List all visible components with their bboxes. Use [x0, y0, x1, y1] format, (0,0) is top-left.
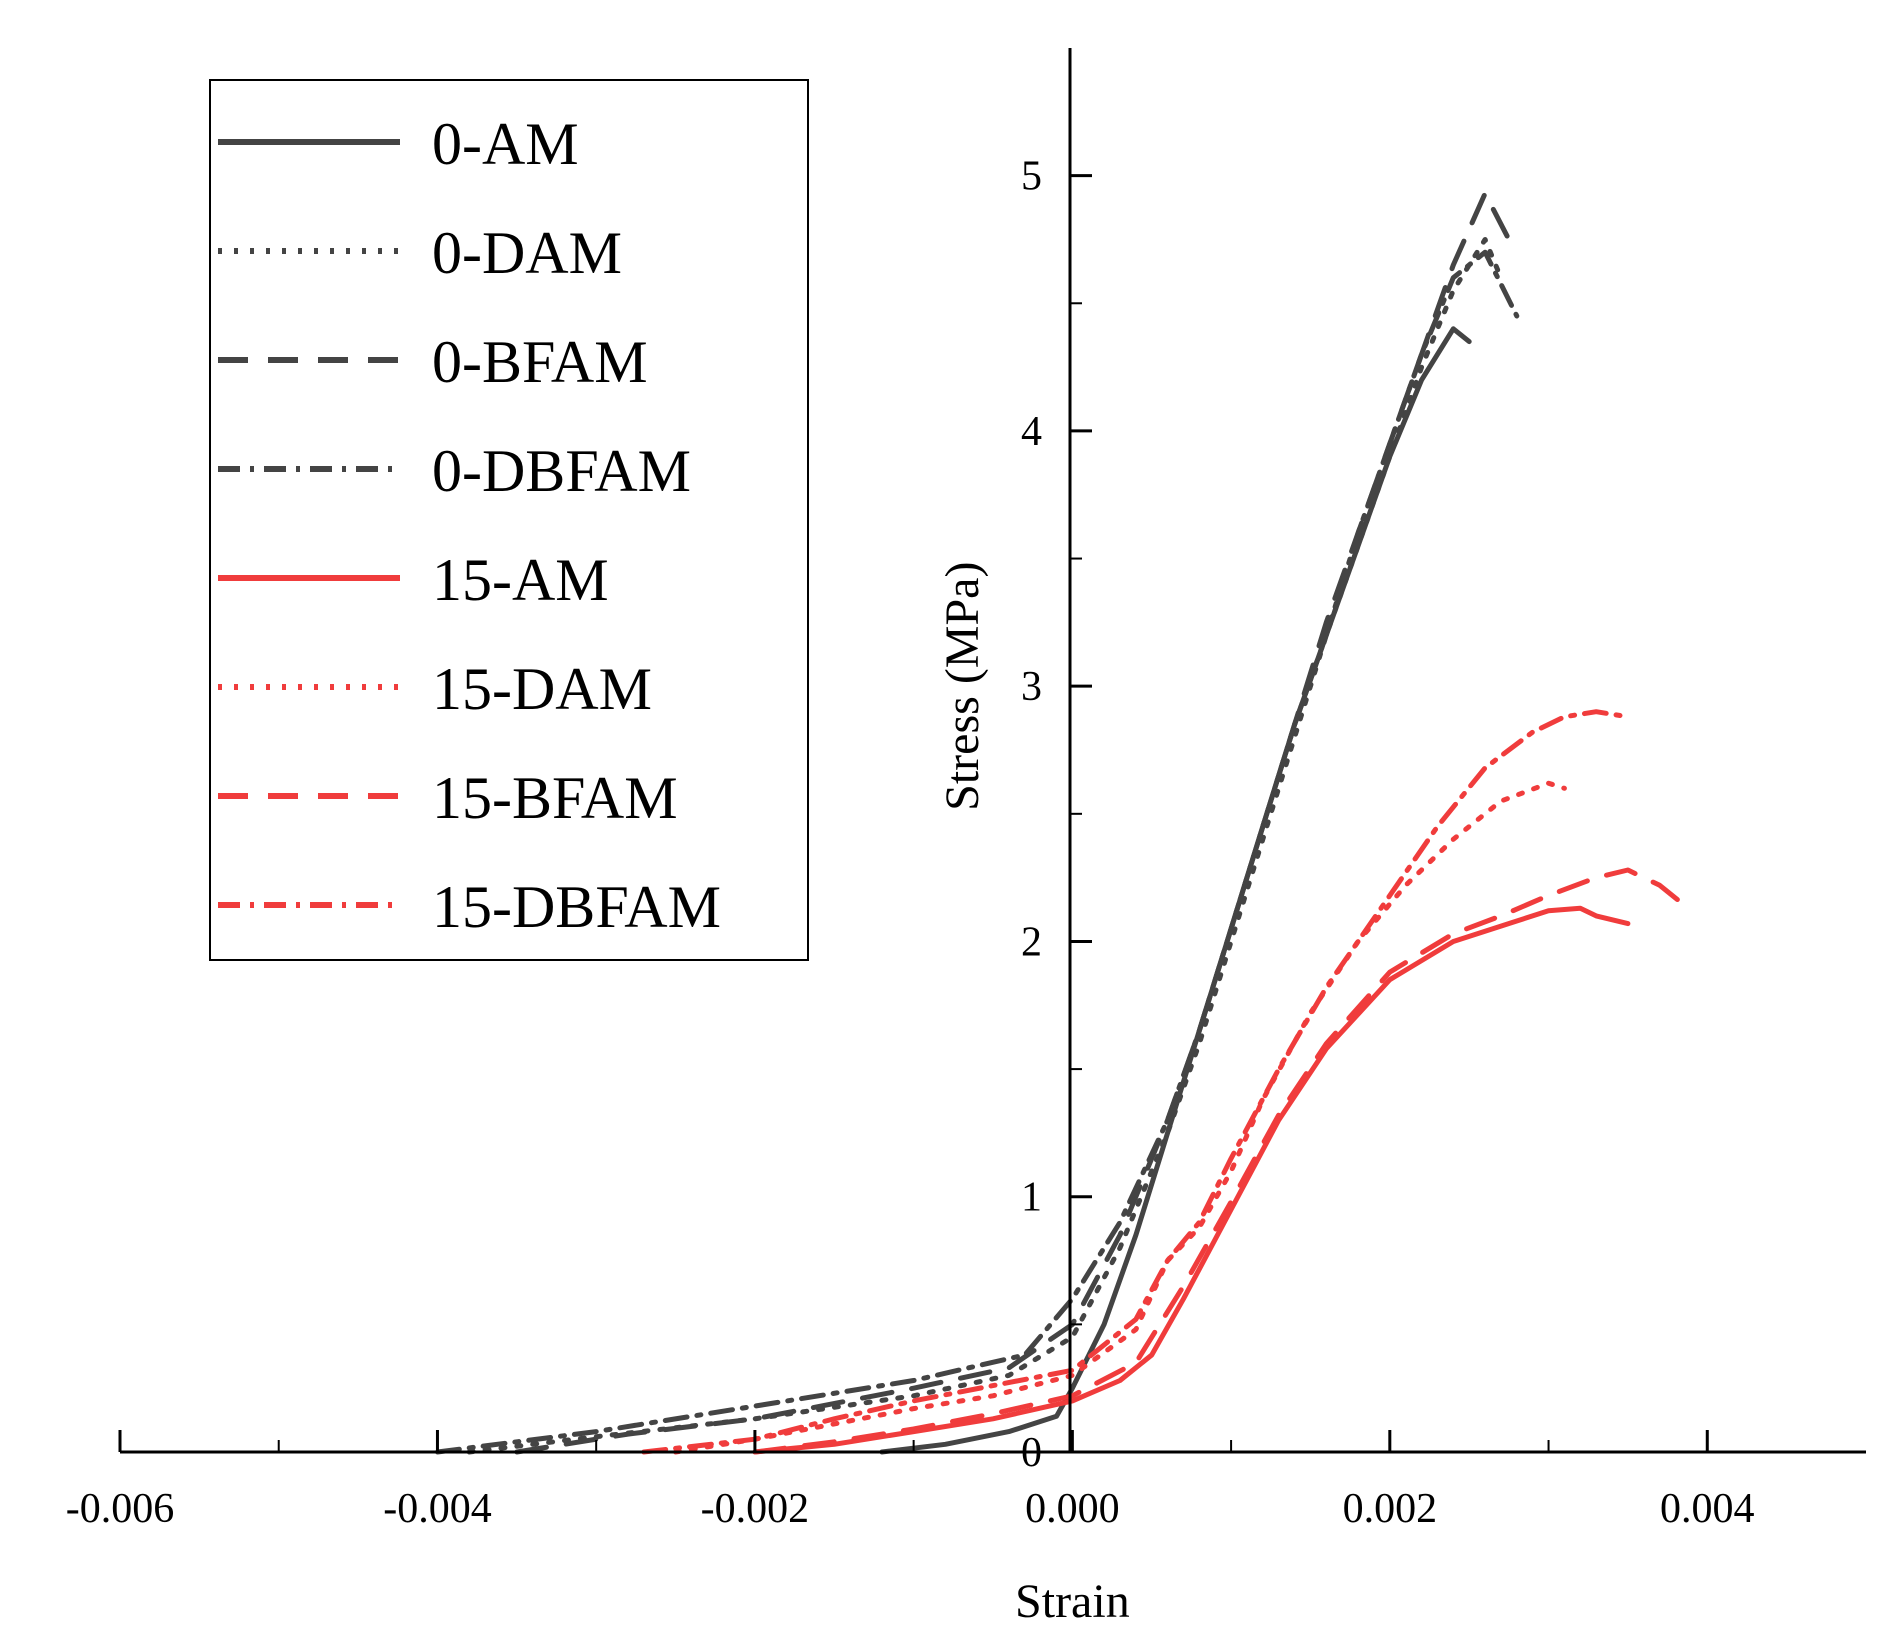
x-tick-label: -0.002 [701, 1486, 810, 1532]
x-ticks: -0.006 -0.004 -0.002 0.000 0.002 0.004 [66, 1430, 1755, 1532]
x-axis-title: Strain [1015, 1575, 1130, 1628]
legend: 0-AM 0-DAM 0-BFAM 0-DBFAM 15-AM 15-DAM 15-BFAM… [209, 79, 809, 961]
legend-item-15-bfam: 15-BFAM [218, 765, 678, 831]
legend-item-0-dbfam: 0-DBFAM [218, 438, 691, 504]
y-ticks: 0 1 2 3 4 5 [1021, 154, 1092, 1476]
y-tick-label: 1 [1021, 1175, 1042, 1221]
legend-label: 15-BFAM [432, 765, 678, 831]
y-axis-title: Stress (MPa) [936, 562, 989, 811]
legend-item-15-dam: 15-DAM [218, 656, 652, 722]
y-tick-label: 4 [1021, 409, 1042, 455]
y-tick-label: 0 [1021, 1430, 1042, 1476]
legend-label: 0-DAM [432, 220, 622, 286]
x-tick-label: -0.004 [383, 1486, 492, 1532]
y-tick-label: 5 [1021, 154, 1042, 200]
x-tick-label: 0.002 [1343, 1486, 1438, 1532]
series-line-0-dbfam [435, 249, 1520, 1455]
series-line-0-dam [466, 237, 1504, 1455]
legend-label: 0-DBFAM [432, 438, 691, 504]
legend-label: 15-DAM [432, 656, 652, 722]
legend-label: 15-DBFAM [432, 874, 721, 940]
series-line-15-am [752, 905, 1631, 1455]
legend-item-0-dam: 0-DAM [218, 220, 622, 286]
y-axis: 0 1 2 3 4 5 Stress (MPa) [936, 48, 1092, 1476]
x-tick-label: 0.004 [1660, 1486, 1755, 1532]
x-tick-label: -0.006 [66, 1486, 175, 1532]
legend-label: 15-AM [432, 547, 609, 613]
legend-items: 0-AM 0-DAM 0-BFAM 0-DBFAM 15-AM 15-DAM 15-BFAM… [218, 111, 721, 940]
series-layer [435, 191, 1694, 1455]
x-tick-label: 0.000 [1025, 1486, 1120, 1532]
series-line-15-bfam [752, 867, 1694, 1455]
x-axis: -0.006 -0.004 -0.002 0.000 0.002 0.004 Strain [66, 1430, 1866, 1628]
legend-item-15-dbfam: 15-DBFAM [218, 874, 721, 940]
y-tick-label: 2 [1021, 919, 1042, 965]
series-line-15-dam [673, 780, 1567, 1455]
legend-label: 0-BFAM [432, 329, 648, 395]
series-line-15-dbfam [641, 709, 1631, 1455]
legend-item-0-am: 0-AM [218, 111, 579, 177]
legend-box [209, 79, 809, 961]
legend-label: 0-AM [432, 111, 579, 177]
legend-item-15-am: 15-AM [218, 547, 609, 613]
y-tick-label: 3 [1021, 664, 1042, 710]
legend-item-0-bfam: 0-BFAM [218, 329, 648, 395]
